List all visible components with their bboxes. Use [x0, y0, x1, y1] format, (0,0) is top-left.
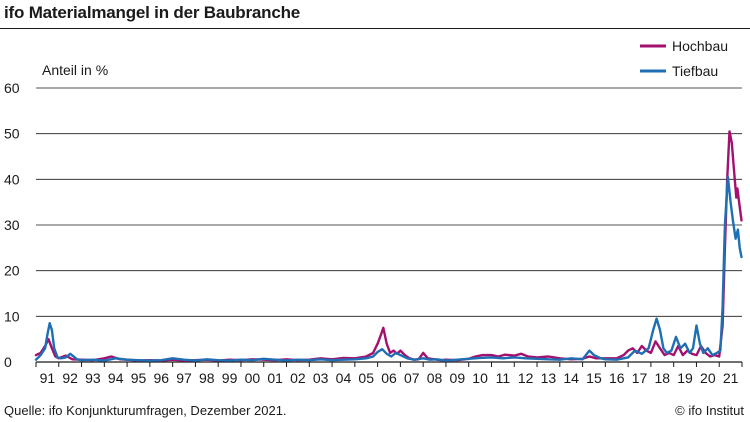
x-tick-label: 20 — [700, 370, 716, 386]
source-note: Quelle: ifo Konjunkturumfragen, Dezember… — [4, 403, 287, 418]
x-tick-label: 08 — [427, 370, 443, 386]
y-tick-label: 40 — [4, 171, 20, 187]
x-tick-label: 10 — [472, 370, 488, 386]
x-tick-label: 99 — [222, 370, 238, 386]
x-tick-label: 02 — [290, 370, 306, 386]
legend-label-hochbau: Hochbau — [672, 38, 728, 54]
y-axis-label: Anteil in % — [42, 62, 108, 78]
x-tick-label: 21 — [723, 370, 739, 386]
y-tick-label: 10 — [4, 308, 20, 324]
x-tick-label: 12 — [518, 370, 534, 386]
y-tick-label: 20 — [4, 263, 20, 279]
y-tick-label: 60 — [4, 80, 20, 96]
series-line-tiefbau — [34, 175, 743, 362]
x-tick-label: 97 — [176, 370, 192, 386]
x-tick-label: 07 — [404, 370, 420, 386]
x-tick-label: 13 — [541, 370, 557, 386]
y-tick-label: 50 — [4, 126, 20, 142]
x-tick-label: 04 — [336, 370, 352, 386]
copyright-note: © ifo Institut — [675, 403, 744, 418]
y-tick-label: 30 — [4, 217, 20, 233]
grid-lines — [36, 87, 742, 363]
legend: Hochbau Tiefbau — [640, 38, 728, 79]
chart-title: ifo Materialmangel in der Baubranche — [4, 3, 301, 22]
x-tick-label: 19 — [677, 370, 693, 386]
x-tick-label: 06 — [381, 370, 397, 386]
x-tick-label: 09 — [450, 370, 466, 386]
x-tick-label: 01 — [267, 370, 283, 386]
x-tick-label: 16 — [609, 370, 625, 386]
x-axis: 91 92 93 94 95 96 97 98 99 00 01 02 03 04 05 06 07 08 09 10… — [35, 362, 743, 386]
y-tick-label: 0 — [4, 354, 12, 370]
x-tick-label: 05 — [358, 370, 374, 386]
x-tick-label: 03 — [313, 370, 329, 386]
x-tick-label: 15 — [586, 370, 602, 386]
x-tick-label: 17 — [632, 370, 648, 386]
x-tick-label: 00 — [245, 370, 261, 386]
x-tick-label: 91 — [40, 370, 56, 386]
x-tick-label: 96 — [153, 370, 169, 386]
x-tick-label: 95 — [131, 370, 147, 386]
x-tick-label: 92 — [62, 370, 78, 386]
x-tick-label: 94 — [108, 370, 124, 386]
x-tick-label: 11 — [496, 370, 511, 386]
series-layer — [34, 130, 743, 362]
title-divider — [0, 28, 750, 29]
line-chart: 0 10 20 30 40 50 60 91 92 93 94 95 96 97 98 99 00 01 02 03… — [4, 38, 743, 386]
legend-label-tiefbau: Tiefbau — [672, 63, 718, 79]
x-tick-label: 14 — [563, 370, 579, 386]
x-tick-label: 93 — [85, 370, 101, 386]
series-line-hochbau — [34, 130, 743, 362]
y-tick-labels: 0 10 20 30 40 50 60 — [4, 80, 20, 370]
x-tick-label: 18 — [655, 370, 671, 386]
x-tick-label: 98 — [199, 370, 215, 386]
